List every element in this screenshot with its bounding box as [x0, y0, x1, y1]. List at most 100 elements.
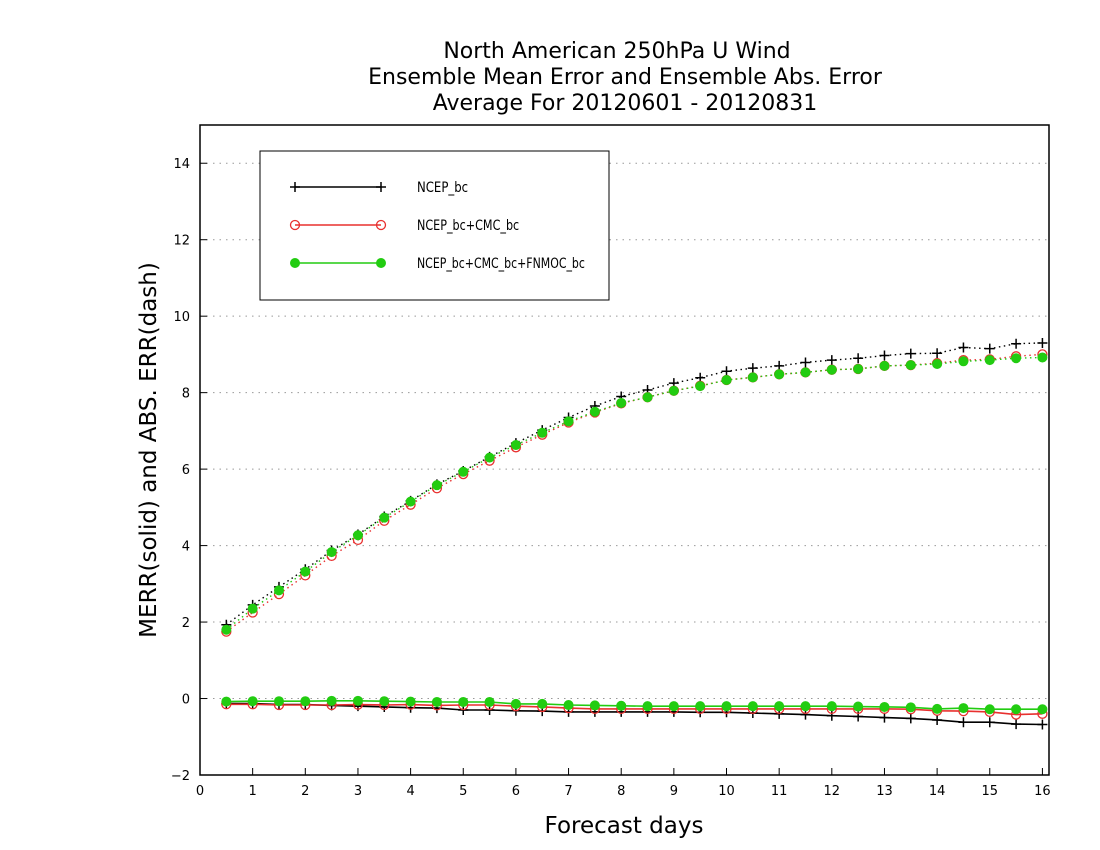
chart-title: North American 250hPa U Wind: [443, 39, 790, 64]
x-tick-label: 4: [406, 784, 414, 799]
abs-err-point: [589, 406, 600, 417]
abs-err-point: [300, 566, 311, 577]
abs-err-point: [747, 363, 758, 374]
abs-err-point: [247, 603, 258, 614]
legend-label: NCEP_bc+CMC_bc+FNMOC_bc: [417, 256, 585, 272]
abs-err-point: [642, 392, 653, 403]
merr-point: [1011, 719, 1022, 730]
abs-err-point: [826, 364, 837, 375]
abs-err-point: [747, 372, 758, 383]
abs-err-point: [1011, 338, 1022, 349]
abs-err-line: [225, 342, 1043, 626]
merr-point: [747, 701, 758, 712]
x-tick-label: 12: [824, 784, 841, 799]
merr-point: [826, 701, 837, 712]
y-tick-label: 2: [182, 616, 190, 631]
merr-point: [984, 704, 995, 715]
abs-err-point: [853, 363, 864, 374]
abs-err-point: [1037, 337, 1048, 348]
merr-point: [1037, 719, 1048, 730]
merr-point: [721, 701, 732, 712]
x-tick-label: 9: [670, 784, 678, 799]
abs-err-point: [774, 369, 785, 380]
abs-err-point: [326, 547, 337, 558]
legend-marker: [290, 182, 300, 192]
abs-err-point: [537, 427, 548, 438]
abs-err-point: [273, 585, 284, 596]
merr-point: [563, 700, 574, 711]
abs-err-point: [1037, 352, 1048, 363]
merr-point: [853, 701, 864, 712]
x-tick-label: 0: [196, 784, 204, 799]
merr-point: [431, 696, 442, 707]
x-tick-label: 6: [512, 784, 520, 799]
merr-point: [326, 695, 337, 706]
abs-err-point: [905, 348, 916, 359]
abs-err-point: [984, 355, 995, 366]
abs-err-point: [800, 357, 811, 368]
merr-point: [458, 696, 469, 707]
x-tick-label: 3: [354, 784, 362, 799]
abs-err-point: [616, 397, 627, 408]
merr-point: [958, 703, 969, 714]
series-1: [221, 337, 1048, 730]
abs-err-point: [431, 480, 442, 491]
legend-entry: NCEP_bc+CMC_bc: [289, 218, 519, 234]
abs-err-line: [225, 356, 1043, 631]
merr-point: [984, 717, 995, 728]
abs-err-point: [563, 416, 574, 427]
merr-point: [273, 696, 284, 707]
merr-point: [1037, 704, 1048, 715]
merr-point: [589, 700, 600, 711]
abs-err-point: [510, 440, 521, 451]
merr-point: [537, 698, 548, 709]
chart-subtitle-period: Average For 20120601 - 20120831: [433, 91, 818, 116]
x-tick-label: 2: [301, 784, 309, 799]
legend-entry: NCEP_bc: [290, 180, 468, 196]
abs-err-point: [695, 381, 706, 392]
abs-err-point: [826, 355, 837, 366]
merr-point: [695, 701, 706, 712]
merr-point: [405, 696, 416, 707]
abs-err-point: [958, 356, 969, 367]
abs-err-point: [905, 360, 916, 371]
abs-err-point: [853, 353, 864, 364]
merr-point: [774, 701, 785, 712]
abs-err-point: [405, 496, 416, 507]
legend-marker: [375, 219, 387, 231]
y-tick-label: 6: [182, 463, 190, 478]
x-tick-label: 13: [876, 784, 893, 799]
x-tick-label: 8: [617, 784, 625, 799]
legend: NCEP_bc NCEP_bc+CMC_bc NCEP_bc+CMC_bc+FNMO…: [259, 150, 610, 301]
series-3: [221, 352, 1048, 715]
abs-err-point: [352, 530, 363, 541]
y-axis-label: MERR(solid) and ABS. ERR(dash): [136, 262, 162, 638]
abs-err-point: [800, 367, 811, 378]
y-tick-label: 0: [182, 693, 190, 708]
chart-subtitle: Ensemble Mean Error and Ensemble Abs. Er…: [368, 65, 883, 90]
x-tick-label: 15: [981, 784, 998, 799]
merr-point: [510, 698, 521, 709]
abs-err-point: [458, 466, 469, 477]
legend-marker: [289, 219, 301, 231]
merr-point: [958, 717, 969, 728]
abs-err-point: [984, 343, 995, 354]
y-tick-label: 8: [182, 387, 190, 402]
x-tick-label: 5: [459, 784, 467, 799]
abs-err-point: [484, 452, 495, 463]
abs-err-point: [932, 348, 943, 359]
y-tick-label: −2: [171, 769, 190, 784]
abs-err-point: [932, 358, 943, 369]
merr-point: [905, 713, 916, 724]
merr-point: [221, 696, 232, 707]
merr-point: [905, 702, 916, 713]
abs-err-point: [379, 512, 390, 523]
x-tick-label: 16: [1034, 784, 1051, 799]
y-tick-label: 10: [173, 310, 190, 325]
legend-label: NCEP_bc+CMC_bc: [417, 218, 519, 234]
merr-point: [800, 709, 811, 720]
x-tick-label: 10: [718, 784, 735, 799]
legend-marker: [376, 258, 386, 268]
